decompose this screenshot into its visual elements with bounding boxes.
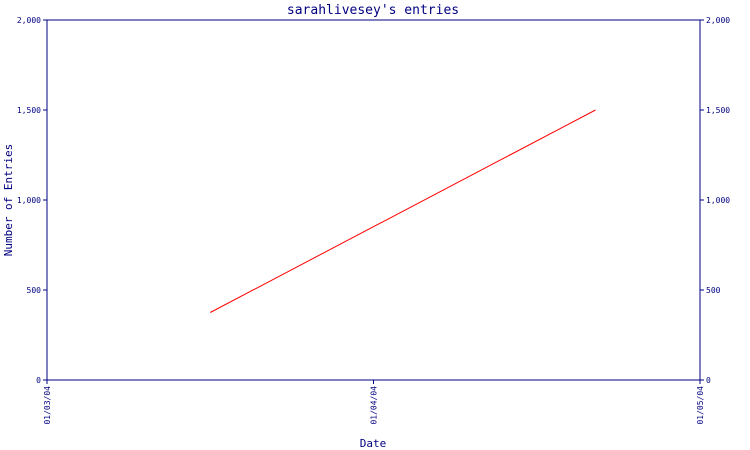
y-tick-label-left: 1,000 (17, 196, 41, 205)
y-axis-left: 0 500 1,000 1,500 2,000 (17, 16, 47, 385)
x-tick-label: 01/05/04 (696, 386, 705, 425)
y-tick-label-right: 0 (706, 376, 711, 385)
y-tick-label-left: 2,000 (17, 16, 41, 25)
y-tick-label-right: 1,000 (706, 196, 730, 205)
x-tick-label: 01/04/04 (370, 386, 379, 425)
plot-area (46, 19, 701, 381)
series-layer (210, 109, 596, 313)
x-axis-label: Date (360, 437, 387, 450)
series-line (210, 109, 596, 313)
y-tick-label-left: 1,500 (17, 106, 41, 115)
y-axis-label: Number of Entries (2, 144, 15, 257)
y-tick-label-left: 0 (36, 376, 41, 385)
y-tick-label-right: 1,500 (706, 106, 730, 115)
y-tick-label-right: 500 (706, 286, 721, 295)
y-tick-label-left: 500 (27, 286, 42, 295)
y-tick-label-right: 2,000 (706, 16, 730, 25)
y-axis-right: 0 500 1,000 1,500 2,000 (700, 16, 730, 385)
x-tick-label: 01/03/04 (43, 386, 52, 425)
x-axis: 01/03/04 01/04/04 01/05/04 (43, 380, 705, 425)
chart-title: sarahlivesey's entries (287, 3, 459, 18)
